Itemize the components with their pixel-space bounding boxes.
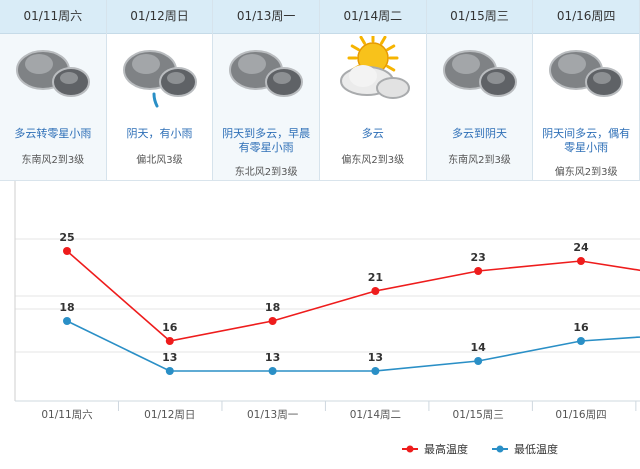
x-tick-label: 01/11周六 — [41, 409, 92, 421]
x-tick-label: 01/15周三 — [453, 409, 504, 421]
day-date: 01/13周一 — [213, 0, 319, 34]
x-tick-label: 01/12周日 — [144, 409, 195, 421]
day-weather-desc: 多云转零星小雨 — [2, 127, 104, 141]
cloud-icon — [0, 36, 106, 116]
day-date: 01/16周四 — [533, 0, 639, 34]
data-point — [268, 367, 277, 375]
chart-legend: 最高温度 最低温度 — [402, 442, 558, 456]
data-label: 13 — [368, 351, 383, 364]
data-label: 24 — [573, 241, 589, 254]
forecast-day-2: 01/12周日阴天，有小雨 偏北风3级 — [106, 0, 214, 180]
day-wind: 偏北风3级 — [136, 155, 183, 166]
forecast-day-5: 01/15周三多云到阴天东南风2到3级 — [426, 0, 534, 180]
day-weather-desc-line: 多云到阴天 — [451, 127, 507, 140]
data-point — [165, 337, 174, 345]
data-point — [371, 367, 380, 375]
data-label: 14 — [471, 341, 487, 354]
legend-label: 最高温度 — [424, 442, 468, 456]
rain-cloud-icon — [107, 36, 213, 116]
day-weather-desc-line: 阴天，有小雨 — [126, 127, 193, 140]
forecast-day-1: 01/11周六多云转零星小雨 东南风2到3级 — [0, 0, 107, 180]
legend-marker — [496, 445, 504, 453]
forecast-day-6: 01/16周四阴天间多云，偶有 零星小雨偏东风2到3级 — [533, 0, 640, 180]
day-weather-desc: 阴天到多云，早晨 有零星小雨 — [215, 127, 317, 155]
day-weather-desc: 阴天间多云，偶有 零星小雨 — [535, 127, 637, 155]
data-point — [63, 317, 71, 325]
day-wind: 偏东风2到3级 — [341, 155, 405, 166]
day-date: 01/11周六 — [0, 0, 106, 34]
day-weather-desc: 多云 — [322, 127, 424, 141]
forecast-day-4: 01/14周二多云偏东风2到3级 — [319, 0, 427, 180]
data-label: 21 — [368, 271, 383, 284]
data-label: 13 — [265, 351, 280, 364]
day-wind: 东北风2到3级 — [234, 167, 298, 178]
data-point — [268, 317, 277, 325]
data-point — [474, 357, 483, 365]
day-wind: 东南风2到3级 — [21, 155, 85, 166]
x-tick-label: 01/16周四 — [555, 409, 606, 421]
day-wind: 东南风2到3级 — [448, 155, 511, 166]
data-point — [63, 247, 71, 255]
data-point — [576, 337, 585, 345]
legend-marker — [406, 445, 414, 453]
cloud-icon — [533, 36, 639, 116]
data-label: 16 — [162, 321, 178, 334]
day-wind: 偏东风2到3级 — [554, 167, 618, 178]
data-point — [165, 367, 174, 375]
day-weather-desc-line: 阴天间多云，偶有 — [542, 127, 631, 140]
data-point — [371, 287, 380, 295]
data-label: 18 — [265, 301, 280, 314]
cloud-icon — [427, 36, 533, 116]
forecast-row: 01/11周六 多云转零星小雨 东南风2到3级 01/12周日 阴天，有小雨 偏北风3级 0… — [0, 0, 640, 181]
x-tick-label: 01/14周二 — [350, 409, 401, 421]
day-date: 01/15周三 — [426, 0, 533, 34]
day-weather-desc: 阴天，有小雨 — [109, 127, 211, 141]
forecast-day-3: 01/13周一阴天到多云，早晨 有零星小雨东北风2到3级 — [213, 0, 320, 180]
data-label: 16 — [573, 321, 589, 334]
day-weather-desc-line: 阴天到多云，早晨 — [222, 127, 311, 140]
day-weather-desc-line: 有零星小雨 — [238, 141, 294, 154]
day-weather-desc-line: 多云转零星小雨 — [14, 127, 92, 140]
data-point — [576, 257, 585, 265]
data-label: 18 — [59, 301, 74, 314]
legend-label: 最低温度 — [514, 442, 558, 456]
cloud-icon — [213, 36, 319, 116]
day-date: 01/14周二 — [319, 0, 426, 34]
data-label: 23 — [471, 251, 486, 264]
series-line — [66, 320, 640, 372]
x-tick-label: 01/13周一 — [247, 409, 299, 421]
temperature-chart-svg: 01/11周六 01/12周日 01/13周一 01/14周二 01/15周三 01/16… — [14, 181, 640, 456]
day-weather-desc-line: 零星小雨 — [564, 141, 609, 154]
data-label: 25 — [59, 231, 74, 244]
temperature-chart: 01/11周六 01/12周日 01/13周一 01/14周二 01/15周三 01/16… — [0, 181, 640, 465]
sun-cloud-icon — [320, 36, 426, 116]
day-weather-desc-line: 多云 — [361, 127, 384, 140]
data-point — [474, 267, 483, 275]
data-label: 13 — [162, 351, 177, 364]
day-date: 01/12周日 — [106, 0, 213, 34]
day-weather-desc: 多云到阴天 — [429, 127, 531, 141]
